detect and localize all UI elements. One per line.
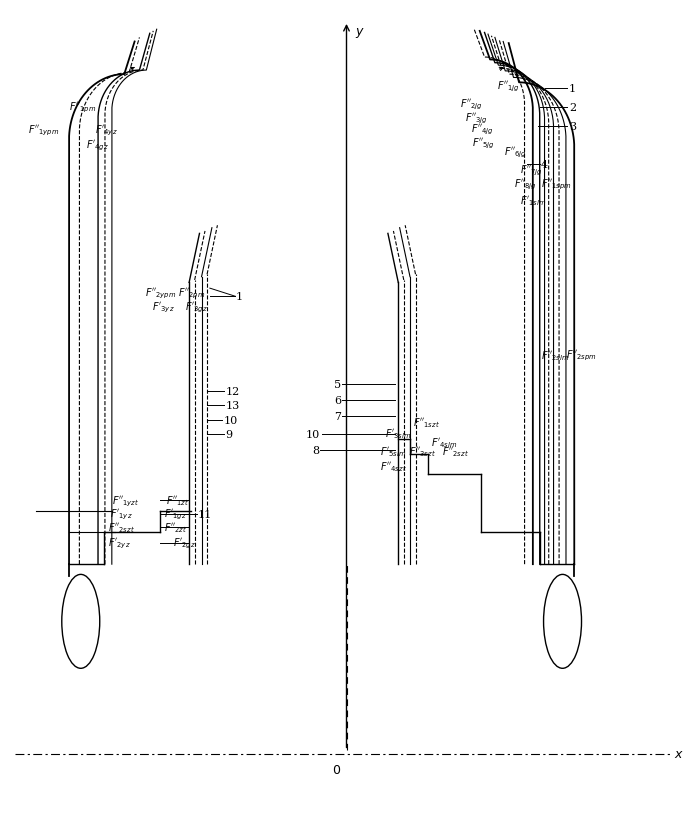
Text: $F'_{1slm}$: $F'_{1slm}$ bbox=[520, 194, 547, 207]
Text: $F'_{2gz}$: $F'_{2gz}$ bbox=[173, 536, 195, 550]
Text: $F''_{2jg}$: $F''_{2jg}$ bbox=[460, 97, 483, 111]
Text: $F'_{2yz}$: $F'_{2yz}$ bbox=[108, 536, 131, 550]
Text: $F''_{1pm}$: $F''_{1pm}$ bbox=[69, 101, 96, 115]
Text: $F'_{4slm}$: $F'_{4slm}$ bbox=[431, 435, 457, 449]
Text: $F'_{3slm}$: $F'_{3slm}$ bbox=[385, 426, 412, 440]
Text: $F''_{2szt}$: $F''_{2szt}$ bbox=[441, 445, 468, 459]
Text: 11: 11 bbox=[198, 509, 212, 519]
Text: $F'_{1gz}$: $F'_{1gz}$ bbox=[164, 507, 187, 521]
Text: $F''_{2zt}$: $F''_{2zt}$ bbox=[164, 521, 188, 535]
Text: $x$: $x$ bbox=[674, 747, 684, 760]
Text: $F''_{1yzt}$: $F''_{1yzt}$ bbox=[112, 494, 139, 508]
Text: $F''_{2spm}$: $F''_{2spm}$ bbox=[566, 348, 597, 363]
Text: $F''_{3szt}$: $F''_{3szt}$ bbox=[410, 445, 436, 459]
Text: 4: 4 bbox=[541, 160, 548, 170]
Text: 7: 7 bbox=[334, 411, 341, 421]
Text: 12: 12 bbox=[226, 387, 240, 396]
Text: $F''_{4jg}$: $F''_{4jg}$ bbox=[471, 123, 493, 137]
Text: 10: 10 bbox=[306, 429, 320, 439]
Text: $F''_{3jg}$: $F''_{3jg}$ bbox=[465, 111, 488, 125]
Text: 6: 6 bbox=[334, 396, 341, 405]
Text: $F''_{4szt}$: $F''_{4szt}$ bbox=[380, 459, 407, 473]
Text: 2: 2 bbox=[569, 102, 576, 113]
Text: 1: 1 bbox=[569, 84, 576, 94]
Text: $F''_{5jg}$: $F''_{5jg}$ bbox=[472, 137, 495, 151]
Text: $F''_{2pm}$: $F''_{2pm}$ bbox=[178, 287, 205, 301]
Text: 3: 3 bbox=[569, 121, 576, 131]
Text: 10: 10 bbox=[224, 415, 238, 425]
Text: $F''_{2ypm}$: $F''_{2ypm}$ bbox=[145, 287, 176, 301]
Text: $F''_{1zt}$: $F''_{1zt}$ bbox=[166, 494, 189, 508]
Text: $F''_{1jg}$: $F''_{1jg}$ bbox=[497, 79, 520, 93]
Text: $F'_{5slm}$: $F'_{5slm}$ bbox=[380, 445, 406, 459]
Text: 1: 1 bbox=[236, 292, 243, 302]
Text: $F''_{1szt}$: $F''_{1szt}$ bbox=[413, 416, 439, 429]
Text: $F'_{3gz}$: $F'_{3gz}$ bbox=[185, 301, 208, 314]
Text: 5: 5 bbox=[334, 380, 341, 390]
Text: $F''_{1ypm}$: $F''_{1ypm}$ bbox=[28, 124, 59, 138]
Text: $F''_{7jg}$: $F''_{7jg}$ bbox=[520, 163, 543, 178]
Text: $F'_{3yz}$: $F'_{3yz}$ bbox=[152, 301, 175, 314]
Text: $0$: $0$ bbox=[332, 763, 341, 776]
Text: $F'_{4gz}$: $F'_{4gz}$ bbox=[87, 138, 109, 152]
Text: $y$: $y$ bbox=[355, 26, 365, 40]
Text: $F''_{2szt}$: $F''_{2szt}$ bbox=[108, 521, 135, 535]
Text: $F''_{1spm}$: $F''_{1spm}$ bbox=[541, 177, 572, 192]
Text: $F''_{6jg}$: $F''_{6jg}$ bbox=[504, 145, 527, 160]
Text: $F''_{8jg}$: $F''_{8jg}$ bbox=[514, 177, 536, 192]
Text: $F'_{1yz}$: $F'_{1yz}$ bbox=[110, 507, 133, 521]
Text: $F'_{4yz}$: $F'_{4yz}$ bbox=[94, 124, 117, 138]
Text: 8: 8 bbox=[312, 446, 319, 455]
Text: 9: 9 bbox=[226, 429, 233, 439]
Text: $F''_{2slm}$: $F''_{2slm}$ bbox=[541, 349, 570, 363]
Text: 13: 13 bbox=[226, 400, 240, 410]
